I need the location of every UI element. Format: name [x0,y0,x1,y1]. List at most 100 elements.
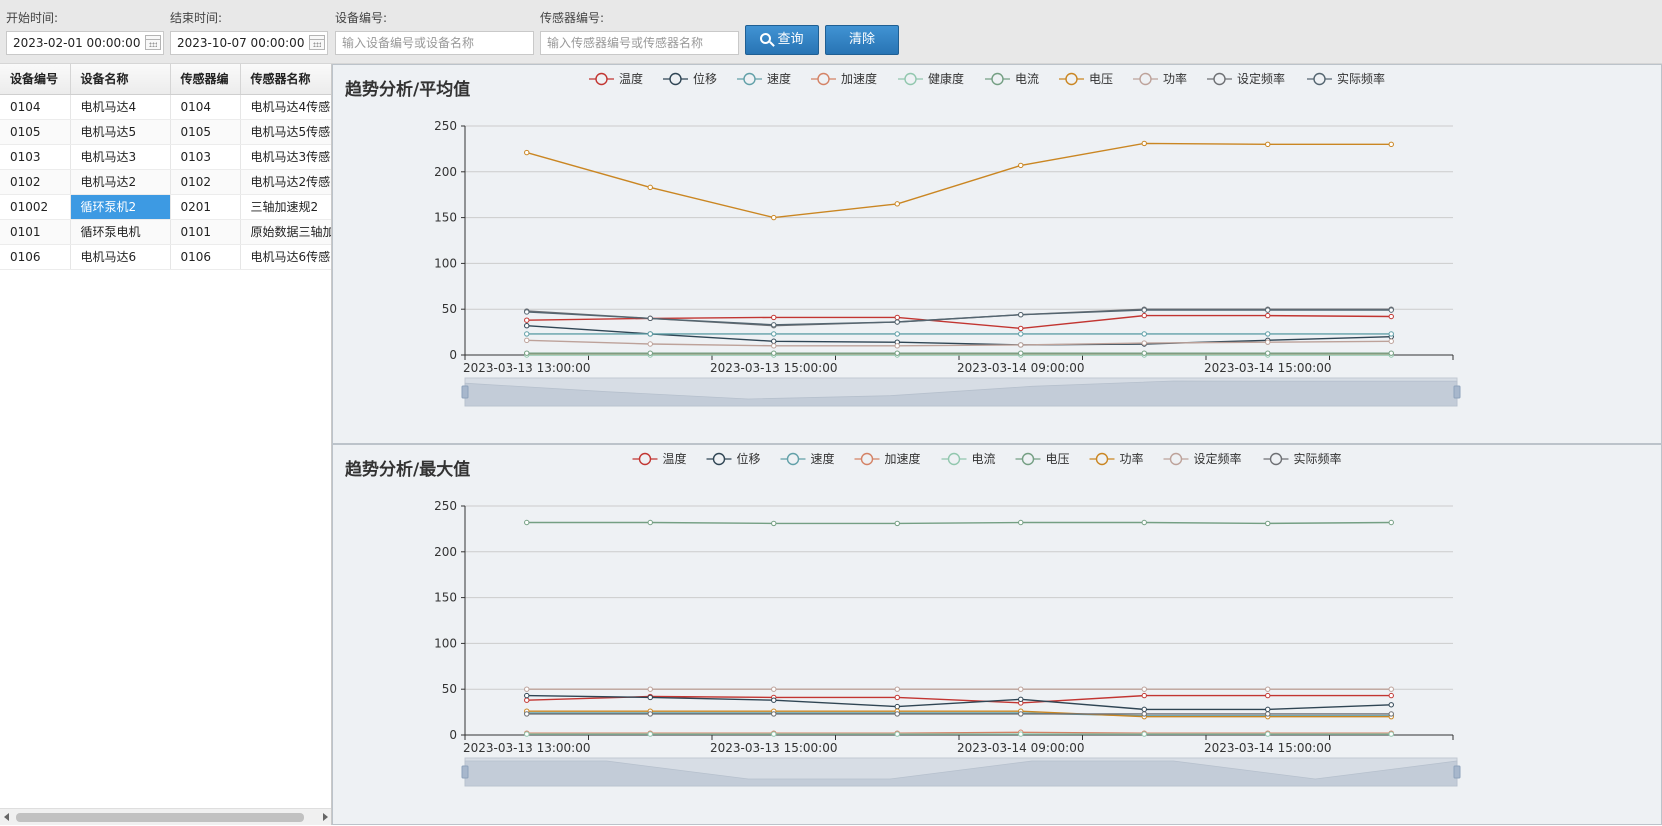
table-cell[interactable]: 0201 [170,194,240,219]
legend-item[interactable]: 电流 [942,452,996,466]
data-point[interactable] [1389,520,1393,524]
data-point[interactable] [895,351,899,355]
table-cell[interactable]: 循环泵机2 [70,194,170,219]
data-point[interactable] [1142,687,1146,691]
data-point[interactable] [525,318,529,322]
data-point[interactable] [1266,687,1270,691]
data-point[interactable] [895,320,899,324]
table-cell[interactable]: 循环泵电机 [70,219,170,244]
legend-item[interactable]: 速度 [737,71,791,86]
data-point[interactable] [1389,732,1393,736]
legend-item[interactable]: 实际频率 [1307,71,1385,86]
data-point[interactable] [1142,308,1146,312]
legend-item[interactable]: 温度 [633,451,687,466]
data-point[interactable] [895,202,899,206]
clear-button[interactable]: 清除 [825,25,899,55]
data-point[interactable] [1019,332,1023,336]
table-cell[interactable]: 0101 [170,219,240,244]
data-point[interactable] [1019,712,1023,716]
table-cell[interactable]: 0105 [0,119,70,144]
data-point[interactable] [1266,313,1270,317]
data-point[interactable] [1019,326,1023,330]
table-row[interactable]: 0103 电机马达3 0103 电机马达3传感 [0,144,332,169]
table-row[interactable]: 0101 循环泵电机 0101 原始数据三轴加 [0,219,332,244]
data-point[interactable] [525,520,529,524]
data-point[interactable] [772,344,776,348]
scroll-left-icon[interactable] [4,813,9,821]
calendar-icon[interactable] [309,35,325,50]
table-cell[interactable]: 0106 [0,244,70,269]
legend-item[interactable]: 电压 [1059,72,1113,86]
legend-item[interactable]: 功率 [1090,451,1144,466]
legend-item[interactable]: 位移 [663,71,717,86]
data-point[interactable] [1142,351,1146,355]
data-point[interactable] [1142,712,1146,716]
table-cell[interactable]: 原始数据三轴加 [240,219,332,244]
data-point[interactable] [1266,351,1270,355]
data-point[interactable] [1266,693,1270,697]
data-point[interactable] [1019,343,1023,347]
data-point[interactable] [1019,732,1023,736]
table-cell[interactable]: 电机马达4传感 [240,94,332,119]
table-cell[interactable]: 01002 [0,194,70,219]
data-point[interactable] [648,695,652,699]
table-row[interactable]: 0105 电机马达5 0105 电机马达5传感 [0,119,332,144]
table-cell[interactable]: 0104 [0,94,70,119]
data-point[interactable] [1266,340,1270,344]
zoom-handle[interactable] [462,386,468,398]
data-point[interactable] [1019,163,1023,167]
table-cell[interactable]: 0103 [170,144,240,169]
data-point[interactable] [525,150,529,154]
table-cell[interactable]: 0106 [170,244,240,269]
legend-item[interactable]: 电流 [985,72,1039,86]
data-point[interactable] [895,344,899,348]
table-cell[interactable]: 电机马达5 [70,119,170,144]
data-point[interactable] [772,332,776,336]
table-row[interactable]: 01002 循环泵机2 0201 三轴加速规2 [0,194,332,219]
data-point[interactable] [648,351,652,355]
legend-item[interactable]: 设定频率 [1207,71,1285,86]
data-point[interactable] [1266,308,1270,312]
table-cell[interactable]: 电机马达2 [70,169,170,194]
table-row[interactable]: 0102 电机马达2 0102 电机马达2传感 [0,169,332,194]
scroll-thumb[interactable] [16,813,304,822]
data-point[interactable] [648,342,652,346]
table-cell[interactable]: 电机马达5传感 [240,119,332,144]
table-cell[interactable]: 三轴加速规2 [240,194,332,219]
data-point[interactable] [1142,332,1146,336]
data-zoom-slider[interactable] [462,378,1460,406]
legend-item[interactable]: 加速度 [855,451,921,466]
data-point[interactable] [1019,351,1023,355]
table-cell[interactable]: 0102 [0,169,70,194]
data-point[interactable] [1389,693,1393,697]
data-point[interactable] [1142,707,1146,711]
table-cell[interactable]: 电机马达3传感 [240,144,332,169]
calendar-icon[interactable] [145,35,161,50]
data-point[interactable] [525,323,529,327]
data-point[interactable] [1266,142,1270,146]
table-cell[interactable]: 0101 [0,219,70,244]
data-point[interactable] [772,521,776,525]
device-search-input[interactable]: 输入设备编号或设备名称 [335,31,534,55]
data-point[interactable] [648,185,652,189]
data-point[interactable] [895,687,899,691]
table-cell[interactable]: 0103 [0,144,70,169]
data-point[interactable] [1142,341,1146,345]
data-point[interactable] [1389,332,1393,336]
data-point[interactable] [895,704,899,708]
data-point[interactable] [525,310,529,314]
data-point[interactable] [895,521,899,525]
data-point[interactable] [1389,687,1393,691]
data-point[interactable] [895,732,899,736]
data-point[interactable] [1389,314,1393,318]
data-point[interactable] [525,732,529,736]
data-point[interactable] [1142,732,1146,736]
data-point[interactable] [772,339,776,343]
data-point[interactable] [525,698,529,702]
table-cell[interactable]: 0105 [170,119,240,144]
data-point[interactable] [1389,142,1393,146]
sensor-search-input[interactable]: 输入传感器编号或传感器名称 [540,31,739,55]
zoom-handle[interactable] [462,766,468,778]
data-zoom-slider[interactable] [462,758,1460,786]
data-point[interactable] [648,712,652,716]
